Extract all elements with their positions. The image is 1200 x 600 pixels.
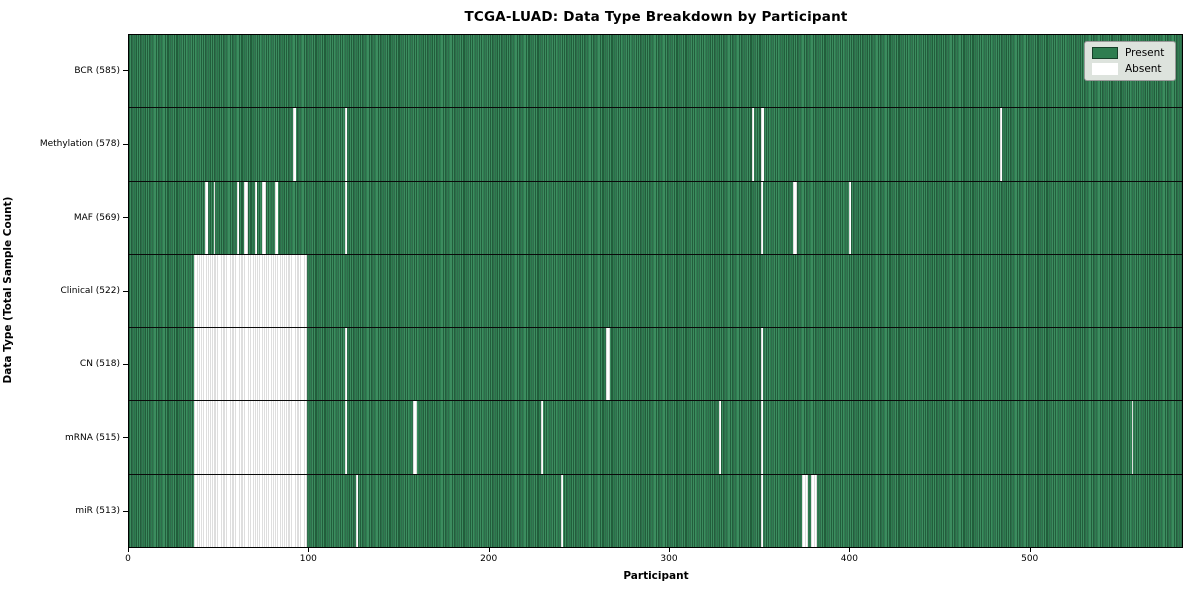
legend-entry: Absent <box>1092 63 1167 75</box>
absent-segment <box>760 328 763 401</box>
absent-segment <box>292 108 297 181</box>
x-tick-label: 0 <box>125 554 131 564</box>
absent-segment <box>244 181 248 254</box>
absent-segment <box>213 181 216 254</box>
heatmap-row <box>129 328 1182 402</box>
absent-segment <box>811 474 817 547</box>
x-tick-label: 100 <box>299 554 317 564</box>
x-axis-title: Participant <box>623 570 689 582</box>
heatmap-row <box>129 401 1182 475</box>
absent-segment <box>345 401 347 474</box>
y-tick-label: Clinical (522) <box>60 286 120 296</box>
legend-label: Present <box>1125 47 1165 59</box>
absent-segment <box>849 181 851 254</box>
x-tick-label: 400 <box>840 554 858 564</box>
legend-entry: Present <box>1092 47 1167 59</box>
heatmap-row <box>129 35 1182 109</box>
absent-segment <box>760 108 765 181</box>
absent-segment <box>719 401 722 474</box>
x-tick-labels: 0 100 200 300 400 500 <box>125 548 1183 578</box>
absent-segment <box>193 328 308 401</box>
x-tick-label: 200 <box>480 554 498 564</box>
y-tick-label: BCR (585) <box>74 65 120 76</box>
heatmap-row <box>129 181 1182 255</box>
absent-segment <box>345 181 347 254</box>
absent-segment <box>193 474 308 547</box>
legend-label: Absent <box>1125 63 1162 75</box>
y-tick-label: MAF (569) <box>73 212 120 223</box>
y-tick-label: Methylation (578) <box>39 139 120 150</box>
heatmap-row <box>129 474 1182 547</box>
absent-segment <box>413 401 417 474</box>
absent-segment <box>274 181 279 254</box>
absent-segment <box>541 401 543 474</box>
absent-segment <box>561 474 563 547</box>
plot-area <box>128 34 1183 548</box>
y-tick-label: mRNA (515) <box>65 432 120 443</box>
absent-segment <box>760 401 763 474</box>
absent-segment <box>355 474 358 547</box>
heatmap-row <box>129 254 1182 329</box>
absent-segment <box>793 181 797 254</box>
legend-swatch <box>1092 47 1118 59</box>
x-tick-label: 300 <box>660 554 678 564</box>
absent-segment <box>606 328 610 401</box>
absent-segment <box>760 474 763 547</box>
y-tick-marks <box>123 34 128 548</box>
absent-segment <box>345 328 347 401</box>
absent-segment <box>1131 401 1134 474</box>
legend: Present Absent <box>1084 41 1176 81</box>
absent-segment <box>262 181 266 254</box>
absent-segment <box>255 181 257 254</box>
absent-segment <box>751 108 754 181</box>
y-tick-labels: BCR (585) Methylation (578) MAF (569) Clini… <box>0 34 120 548</box>
absent-segment <box>193 401 308 474</box>
absent-segment <box>237 181 239 254</box>
absent-segment <box>760 181 763 254</box>
absent-segment <box>345 108 347 181</box>
y-tick-label: CN (518) <box>79 359 120 370</box>
absent-segment <box>1000 108 1002 181</box>
absent-segment <box>193 254 308 328</box>
legend-swatch <box>1092 63 1118 75</box>
absent-segment <box>204 181 209 254</box>
chart-title: TCGA-LUAD: Data Type Breakdown by Partic… <box>464 9 848 25</box>
y-tick-label: miR (513) <box>75 506 120 517</box>
absent-segment <box>802 474 808 547</box>
x-tick-label: 500 <box>1021 554 1039 564</box>
heatmap-row <box>129 108 1182 182</box>
